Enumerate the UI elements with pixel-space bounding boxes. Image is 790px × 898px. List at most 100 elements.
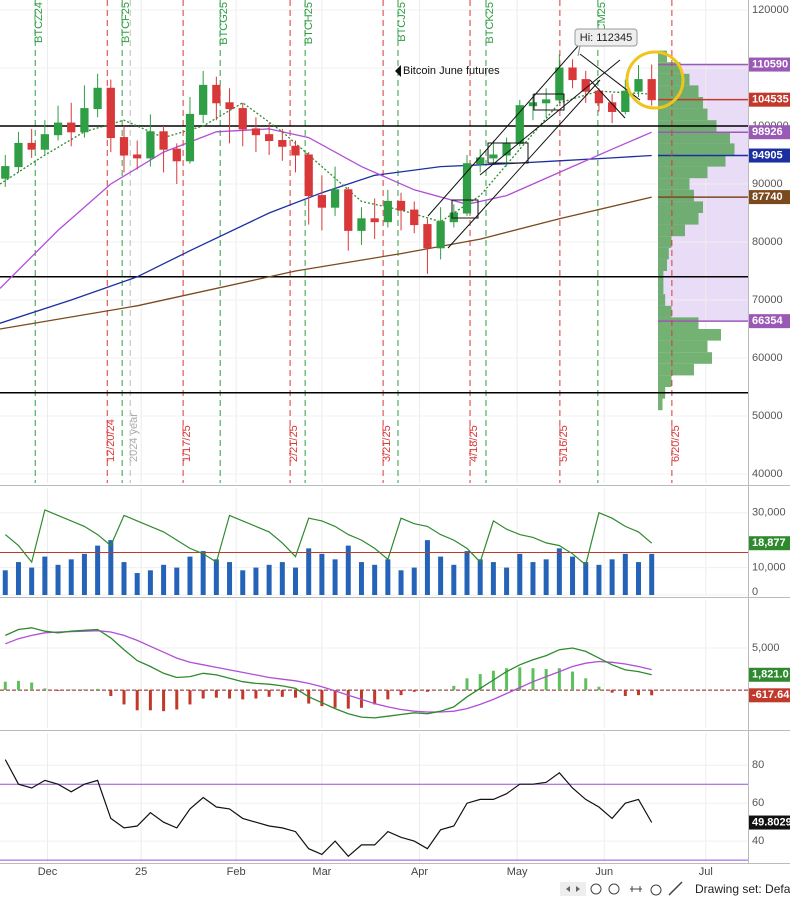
histogram-bar [175,690,179,710]
zoom-in-button[interactable] [608,883,620,895]
volume-bar [121,562,127,595]
volume-bar [306,548,312,595]
volume-bar [161,564,167,595]
zoom-out-button[interactable] [590,883,602,895]
volume-bar [358,562,364,595]
moving-average [0,196,652,330]
annotation-high: Hi: 112345 [574,28,638,57]
volume-profile-bar [658,131,730,144]
candle-body [330,189,340,208]
fit-button[interactable] [630,886,642,892]
toolbar: Drawing set: Defau [0,878,790,898]
roll-label: 12/20/24 [105,419,117,462]
volume-profile-bar [658,305,672,318]
histogram-bar [135,690,139,711]
price-label-box [749,57,790,72]
y-tick-label: 40 [752,835,764,847]
candle-body [607,102,617,112]
histogram-bar [505,668,509,691]
histogram-bar [373,690,377,705]
histogram-bar [162,690,166,712]
price-label-box [749,314,790,329]
volume-bar [504,567,510,595]
candle-body [410,209,419,226]
volume-bar [517,553,523,595]
volume-bar [266,564,272,595]
candle-body [185,113,195,162]
rsi-line [4,759,653,858]
candle-body [40,134,49,150]
candle-body [634,79,643,92]
expiry-label: BTCK25 [484,2,496,44]
volume-bar [464,551,470,595]
histogram-bar [267,690,271,697]
volume-bar [174,567,180,595]
candle-body [647,79,656,101]
volume-bar [438,556,444,595]
x-tick-label: Jun [595,866,613,878]
histogram-bar [16,680,20,691]
highlight-circle [625,50,685,110]
histogram-bar [82,689,86,691]
volume-profile-bar [658,259,667,271]
volume-bar [240,570,246,595]
histogram-bar [531,668,535,691]
candle-body [199,84,208,115]
volume-bar [332,559,338,595]
volume-bar [108,540,114,595]
candle-body [476,157,485,165]
x-tick-label: Feb [227,866,246,878]
histogram-bar [30,682,34,691]
annotation-text: Bitcoin June futures [403,65,500,77]
price-label-box [749,125,790,140]
histogram-bar [346,690,350,709]
candle-body [489,154,498,159]
volume-bar [187,556,193,595]
y-tick-label: 70000 [752,294,783,306]
candle-body [264,134,274,141]
volume-profile-bar [658,96,703,109]
candle-body [14,142,23,168]
y-tick-label: 0 [752,586,758,598]
histogram-bar [465,678,469,691]
histogram-bar [439,689,443,691]
candle-body [304,154,313,197]
volume-bar [649,553,655,595]
histogram-bar [333,690,337,708]
histogram-bar [241,690,245,700]
volume-bar [95,545,101,595]
crosshair-button[interactable] [650,884,662,896]
rsi-plot [0,759,748,861]
x-tick-label: May [507,866,528,878]
volume-bar [596,564,602,595]
candle-body [119,137,129,156]
y-tick-label: 40000 [752,468,783,480]
volume-bar [411,567,417,595]
scroll-button[interactable] [560,882,586,896]
volume-bar [543,559,549,595]
volume-bar [451,564,457,595]
x-tick-label: Mar [312,866,331,878]
roll-label: 5/16/25 [558,425,570,462]
candle-body [396,200,406,211]
histogram-bar [425,690,429,692]
volume-bar [134,573,140,595]
drawing-set[interactable]: Drawing set: Defau [695,882,790,896]
histogram-bar [56,690,60,691]
histogram-bar [571,671,575,691]
candle-body [344,189,353,231]
annotation-bitcoin-june: Bitcoin June futures [395,65,500,77]
histogram-bar [452,685,456,691]
draw-button[interactable] [668,881,683,896]
price-label-box [749,148,790,163]
value-label-box [749,815,790,830]
price-label: 104535 [752,94,789,106]
y-tick-label: 90000 [752,178,783,190]
macd-line [5,627,652,719]
histogram-bar [122,690,126,705]
volume-bar [556,548,562,595]
x-tick-label: Jul [699,866,713,878]
candle-body [251,128,261,136]
candle-body [568,67,577,81]
